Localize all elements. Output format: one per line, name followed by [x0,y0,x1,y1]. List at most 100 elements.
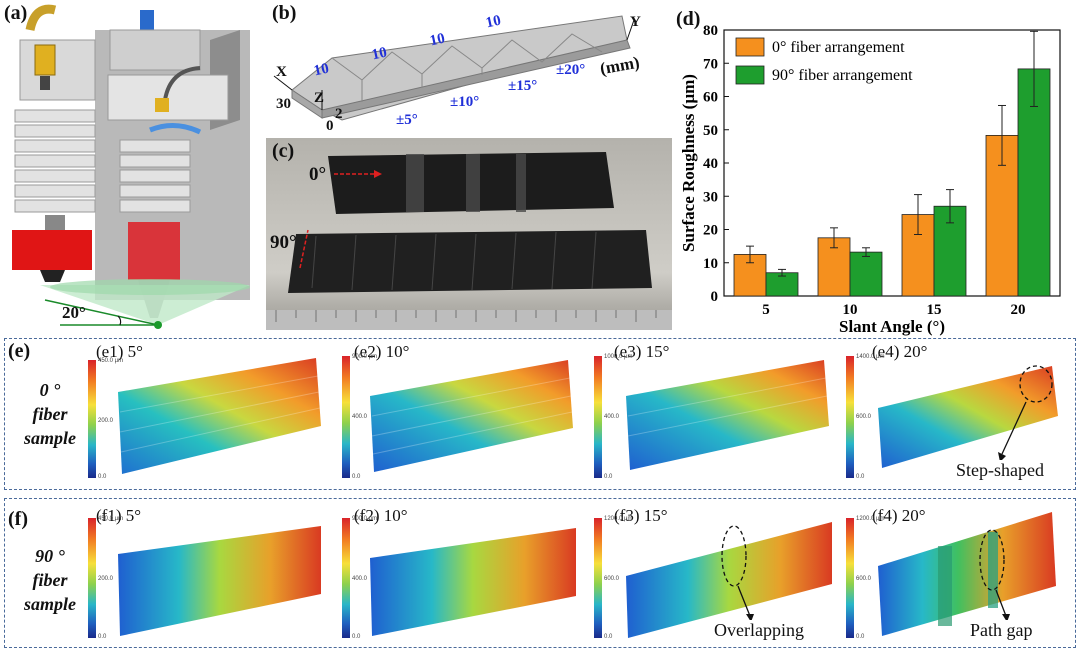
f1-surface [118,526,321,636]
panel-f-frame [4,498,1076,648]
panel-b-label: (b) [272,2,297,24]
y-axis-label: Surface Roughness (µm) [679,74,698,252]
y-tick-label: 40 [703,156,718,172]
f3-cb-bottom: 0.0 [604,634,613,640]
f3-title: (f3) 15° [614,506,668,525]
side-line-3: sample [24,428,76,448]
e4-title: (e4) 20° [872,342,928,361]
specimen-photo-drawing [266,152,672,330]
y-tick-label: 30 [703,189,718,205]
panel-e-side-label: 0 ° fiber sample [10,378,90,450]
e2-cb-mid: 400.0 [352,414,368,420]
e2-title: (e2) 10° [354,342,410,361]
angle-label-15: ±15° [508,78,538,94]
e2-surface [370,360,573,472]
e3-cb-bottom: 0.0 [604,474,613,480]
step-label-4: 10 [484,12,503,32]
x-tick-label: 20 [1011,302,1026,318]
panel-f-label: (f) [8,508,28,530]
f2-cb-top: 900.0 µm [352,516,378,522]
f2-colorbar [342,518,350,638]
legend-swatch-0 [735,37,765,57]
f4-title: (f4) 20° [872,506,926,525]
f1-cb-bottom: 0.0 [98,634,107,640]
e2-cb-top: 900.0 µm [352,354,378,360]
f1-cb-top: 450.0 µm [98,516,124,522]
y-tick-label: 50 [703,123,718,139]
panel-f-side-label: 90 ° fiber sample [10,544,90,616]
dim-30-label: 30 [276,96,291,112]
e1-colorbar [88,360,96,478]
f3-surface [626,522,832,638]
photo-label-0deg: 0° [309,164,327,185]
e4-cb-top: 1400.0 µm [856,354,885,360]
axis-x-label: X [276,64,287,80]
x-tick-label: 15 [927,302,942,318]
legend-label-1: 90° fiber arrangement [772,67,913,84]
y-tick-label: 60 [703,90,718,106]
side-line-2: fiber [32,570,68,590]
step-label-2: 10 [370,44,389,64]
surface-roughness-chart: 0 10 20 30 40 50 60 70 80 5 10 15 20 0° fiber arrange… [679,23,1061,336]
y-tick-label: 80 [703,23,718,39]
side-line-1: 90 ° [35,546,65,566]
f4-cb-bottom: 0.0 [856,634,865,640]
axis-z-label: Z [314,90,325,106]
step-label-1: 10 [312,60,331,80]
x-axis-label: Slant Angle (°) [839,317,945,336]
angle-label-5: ±5° [396,112,418,128]
e2-cb-bottom: 0.0 [352,474,361,480]
angle-label-10: ±10° [450,94,480,110]
cone-angle-label: 20° [62,303,86,322]
e1-surface [118,358,321,474]
step-shaped-annotation: Step-shaped [956,460,1044,481]
y-tick-label: 20 [703,223,718,239]
e3-cb-top: 1000.0 µm [604,354,633,360]
e3-title: (e3) 15° [614,342,670,361]
panel-c-label: (c) [272,140,295,162]
side-line-1: 0 ° [39,380,61,400]
e1-cb-mid: 200.0 [98,418,114,424]
dim-2-label: 2 [335,106,343,122]
step-label-3: 10 [428,30,447,50]
y-tick-label: 70 [703,56,718,72]
nozzle-illustration [12,4,250,329]
panel-e-frame [4,338,1076,490]
path-gap-annotation: Path gap [970,620,1033,641]
f2-cb-bottom: 0.0 [352,634,361,640]
e4-colorbar [846,356,854,478]
f1-cb-mid: 200.0 [98,576,114,582]
e4-surface [878,365,1058,468]
angle-label-20: ±20° [556,62,586,78]
f1-title: (f1) 5° [96,506,142,525]
panel-a-label: (a) [4,2,28,24]
x-tick-label: 10 [843,302,858,318]
e3-cb-mid: 400.0 [604,414,620,420]
panel-d-label: (d) [676,8,701,30]
side-line-3: sample [24,594,76,614]
e3-surface [626,360,829,470]
f1-colorbar [88,518,96,638]
e3-colorbar [594,356,602,478]
y-tick-label: 10 [703,256,718,272]
e4-cb-mid: 600.0 [856,414,872,420]
axis-y-label: Y [630,14,641,30]
legend-swatch-1 [735,65,765,85]
specimen-schematic [273,15,635,121]
e1-title: (e1) 5° [96,342,143,361]
f2-title: (f2) 10° [354,506,408,525]
f4-cb-mid: 600.0 [856,576,872,582]
dim-0-label: 0 [326,118,334,134]
e4-cb-bottom: 0.0 [856,474,865,480]
f2-surface [370,528,576,636]
e1-cb-bottom: 0.0 [98,474,107,480]
f3-colorbar [594,518,602,638]
overlapping-annotation: Overlapping [714,620,804,641]
f3-cb-top: 1200.0 µm [604,516,633,522]
f3-cb-mid: 600.0 [604,576,620,582]
photo-label-90deg: 90° [270,232,297,253]
legend-label-0: 0° fiber arrangement [772,39,905,56]
panel-e-label: (e) [8,340,31,362]
e1-cb-top: 450.0 µm [98,358,124,364]
side-line-2: fiber [32,404,68,424]
